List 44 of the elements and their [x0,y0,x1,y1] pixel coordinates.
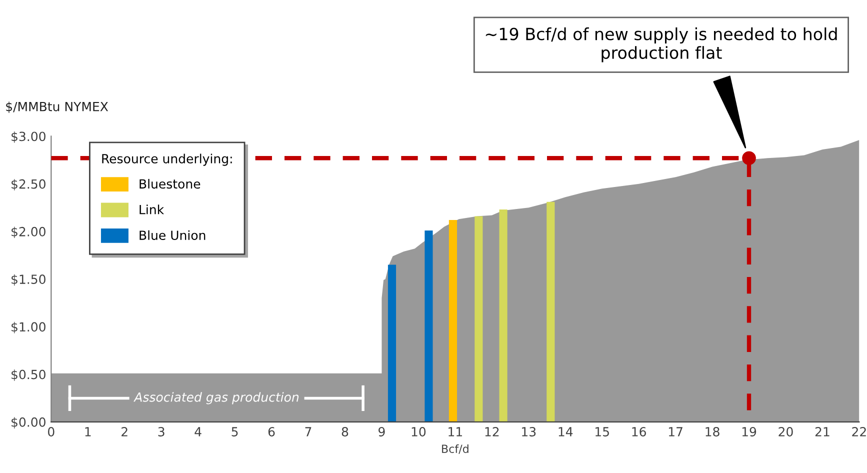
x-tick-label: 7 [305,427,312,436]
x-tick-label: 10 [412,427,426,436]
x-tick-label: 16 [632,427,646,436]
bar [388,264,396,422]
y-tick-label: $3.00 [12,131,46,143]
x-tick-label: 8 [342,427,348,436]
y-tick-label: $2.00 [12,226,46,238]
y-tick-label: $0.00 [12,417,46,429]
legend-title: Resource underlying: [102,154,232,166]
y-axis-title: $/MMBtu NYMEX [6,102,108,113]
x-tick-label: 4 [194,427,202,436]
x-axis-title: Bcf/d [442,444,468,454]
x-tick-label: 15 [596,427,609,436]
x-tick-label: 11 [448,427,462,436]
text: ~19 Bcf/d of new supply is needed to hold production flat [486,27,837,62]
x-tick-label: 6 [268,427,275,436]
bar [474,216,483,422]
legend-label: Blue Union [140,230,206,240]
x-tick-label: 3 [158,427,164,436]
bar [499,210,508,422]
y-tick-label: $1.00 [12,322,46,334]
x-tick-label: 17 [668,427,682,436]
x-tick-label: 18 [706,427,720,436]
bar [448,220,458,422]
x-tick-label: 19 [742,427,756,436]
bar [546,202,555,422]
y-tick-label: $1.50 [12,274,46,286]
x-tick-label: 5 [232,427,238,436]
x-tick-label: 14 [558,427,573,436]
legend-label: Link [140,204,164,214]
x-tick-label: 21 [815,427,830,436]
x-tick-label: 13 [522,427,536,436]
legend-label: Bluestone [140,178,200,189]
x-tick-label: 22 [852,427,866,436]
x-tick-label: 12 [485,427,499,436]
bar [424,230,433,422]
x-tick-label: 1 [85,427,91,436]
x-tick-label: 2 [122,427,128,436]
y-tick-label: $0.50 [12,370,46,381]
x-tick-label: 9 [378,427,385,436]
x-tick-label: 20 [778,427,793,436]
y-tick-label: $2.50 [12,179,46,190]
annotation: Associated gas production [134,392,299,404]
x-tick-label: 0 [48,427,54,436]
